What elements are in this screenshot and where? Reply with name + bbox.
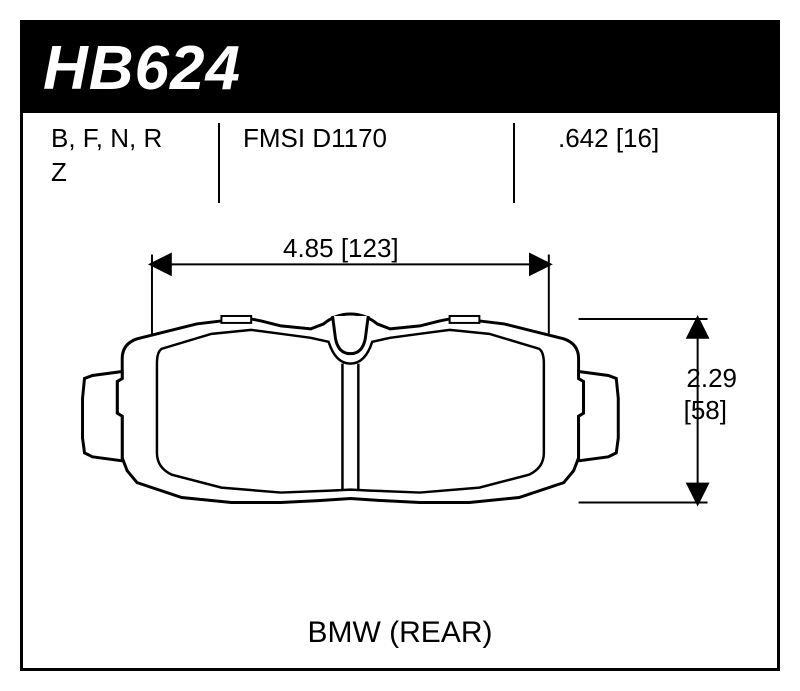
spec-frame: HB624 B, F, N, R Z FMSI D1170 .642 [16]: [20, 20, 780, 671]
top-clip-left: [221, 316, 251, 323]
brake-pad-diagram: [23, 203, 777, 673]
diagram-area: 4.85 [123] 2.29 [58]: [23, 203, 777, 673]
height-dimension-inches: 2.29: [686, 363, 737, 394]
brake-pad-center-notch: [333, 316, 369, 354]
brake-pad-right-ear: [579, 372, 619, 461]
divider-1: [218, 123, 220, 203]
spec-row: B, F, N, R Z FMSI D1170 .642 [16]: [23, 123, 777, 198]
top-clip-right: [450, 316, 480, 323]
part-number: HB624: [43, 33, 241, 104]
compounds-line2: Z: [51, 157, 67, 188]
height-dimension-mm: [58]: [684, 395, 727, 426]
thickness-spec: .642 [16]: [558, 123, 659, 154]
header-bar: HB624: [23, 23, 777, 113]
divider-2: [513, 123, 515, 203]
fmsi-code: FMSI D1170: [243, 123, 387, 154]
brake-pad-left-ear: [83, 372, 123, 461]
width-dimension-label: 4.85 [123]: [283, 233, 399, 264]
compounds-line1: B, F, N, R: [51, 123, 162, 154]
application-label: BMW (REAR): [23, 616, 777, 650]
